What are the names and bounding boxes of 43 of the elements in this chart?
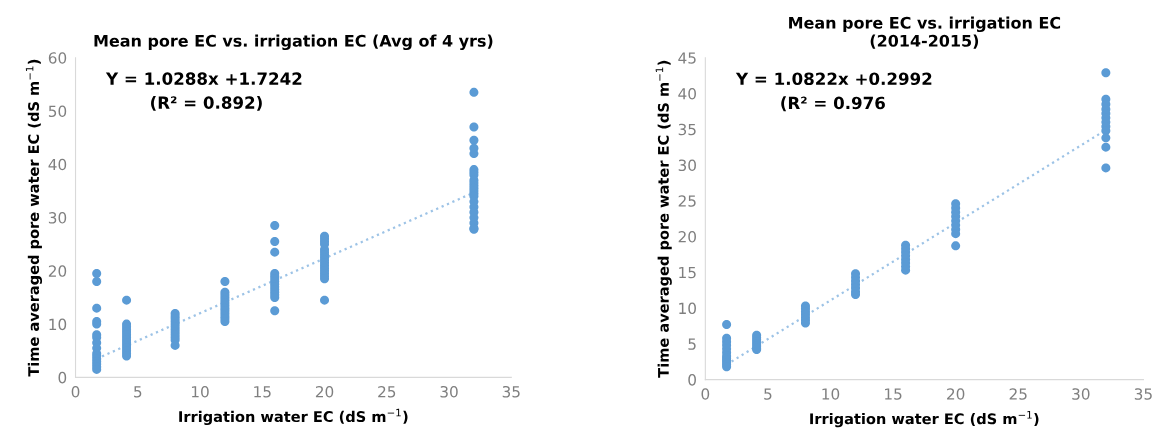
y-tick-label: 10 bbox=[49, 318, 67, 331]
y-tick-label: 45 bbox=[678, 52, 696, 64]
annotation: Y = 1.0288x +1.7242 bbox=[105, 72, 302, 85]
y-tick-label: 50 bbox=[48, 105, 67, 118]
x-axis-title: Irrigation water EC (dS m$^{−1}$) bbox=[810, 411, 1039, 428]
x-tick-label: 30 bbox=[1072, 388, 1090, 400]
y-tick-label: 20 bbox=[48, 265, 67, 277]
x-tick-label: 0 bbox=[701, 388, 710, 400]
x-tick-label: 5 bbox=[134, 386, 142, 398]
y-tick-label: 25 bbox=[678, 195, 696, 207]
x-axis-title: Irrigation water EC (dS m$^{−1}$) bbox=[179, 408, 408, 426]
x-tick-label: 25 bbox=[378, 386, 396, 398]
y-tick-label: 10 bbox=[679, 302, 696, 315]
y-tick-label: 35 bbox=[678, 123, 696, 136]
chart-title: Mean pore EC vs. irrigation EC (2014-2015) bbox=[789, 16, 1061, 49]
x-tick-label: 15 bbox=[254, 386, 271, 398]
x-tick-label: 0 bbox=[71, 386, 80, 398]
annotation: (R² = 0.892) bbox=[151, 96, 262, 111]
annotation: (R² = 0.976 bbox=[781, 96, 885, 112]
y-axis-title: Time averaged pore water EC (dS m$^{−1}$) bbox=[25, 59, 43, 377]
x-tick-label: 20 bbox=[315, 386, 334, 398]
x-tick-label: 20 bbox=[947, 388, 965, 400]
x-tick-label: 5 bbox=[764, 388, 772, 400]
y-tick-label: 20 bbox=[678, 231, 696, 243]
y-tick-label: 40 bbox=[48, 158, 67, 171]
x-tick-label: 35 bbox=[502, 386, 520, 398]
annotation: Y = 1.0822x +0.2992 bbox=[735, 72, 932, 86]
y-tick-label: 40 bbox=[678, 87, 696, 100]
y-tick-label: 0 bbox=[688, 374, 696, 386]
x-tick-label: 25 bbox=[1009, 388, 1027, 400]
y-tick-label: 0 bbox=[58, 371, 67, 384]
x-tick-label: 10 bbox=[191, 386, 209, 398]
x-tick-label: 10 bbox=[822, 388, 840, 400]
y-tick-label: 5 bbox=[688, 338, 696, 350]
x-tick-label: 30 bbox=[440, 386, 458, 398]
y-tick-label: 15 bbox=[679, 266, 696, 279]
y-tick-label: 30 bbox=[678, 159, 696, 172]
y-tick-label: 30 bbox=[48, 212, 67, 224]
x-tick-label: 35 bbox=[1134, 388, 1152, 400]
y-tick-label: 60 bbox=[48, 52, 67, 64]
y-axis-title: Time averaged pore water EC (dS m$^{−1}$) bbox=[655, 60, 672, 378]
x-tick-label: 15 bbox=[885, 388, 902, 400]
chart-title: Mean pore EC vs. irrigation EC (Avg of 4 yrs) bbox=[94, 34, 493, 51]
